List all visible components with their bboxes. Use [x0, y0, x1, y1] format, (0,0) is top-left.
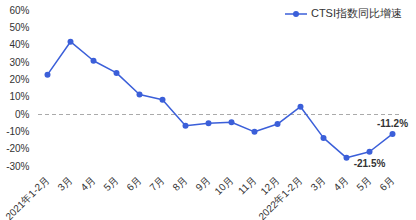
svg-text:12月: 12月 — [258, 174, 282, 197]
svg-text:8月: 8月 — [170, 174, 189, 193]
svg-text:3月: 3月 — [308, 174, 327, 193]
svg-text:4月: 4月 — [78, 174, 97, 193]
svg-text:60%: 60% — [9, 5, 29, 16]
svg-text:50%: 50% — [9, 22, 29, 33]
svg-text:10月: 10月 — [212, 174, 235, 197]
svg-text:5月: 5月 — [101, 174, 120, 193]
svg-text:20%: 20% — [9, 74, 29, 85]
svg-text:3月: 3月 — [55, 174, 74, 193]
svg-text:4月: 4月 — [331, 174, 350, 193]
svg-text:-30%: -30% — [6, 161, 29, 172]
svg-text:6月: 6月 — [124, 174, 143, 193]
svg-text:6月: 6月 — [377, 174, 396, 193]
svg-text:2021年1-2月: 2021年1-2月 — [3, 174, 51, 220]
svg-text:7月: 7月 — [147, 174, 166, 193]
html-text:CTSI指数同比增速: CTSI指数同比增速 — [310, 7, 402, 19]
svg-text:9月: 9月 — [193, 174, 212, 193]
svg-text:0%: 0% — [15, 109, 30, 120]
svg-text:10%: 10% — [9, 91, 29, 102]
svg-text:-20%: -20% — [6, 143, 29, 154]
svg-text:5月: 5月 — [354, 174, 373, 193]
svg-text:30%: 30% — [9, 57, 29, 68]
svg-text:-11.2%: -11.2% — [377, 118, 408, 129]
svg-text:2022年1-2月: 2022年1-2月 — [256, 174, 304, 220]
svg-text:-10%: -10% — [6, 126, 29, 137]
svg-text:-21.5%: -21.5% — [354, 158, 386, 169]
svg-text:40%: 40% — [9, 39, 29, 50]
svg-text:11月: 11月 — [236, 174, 258, 196]
